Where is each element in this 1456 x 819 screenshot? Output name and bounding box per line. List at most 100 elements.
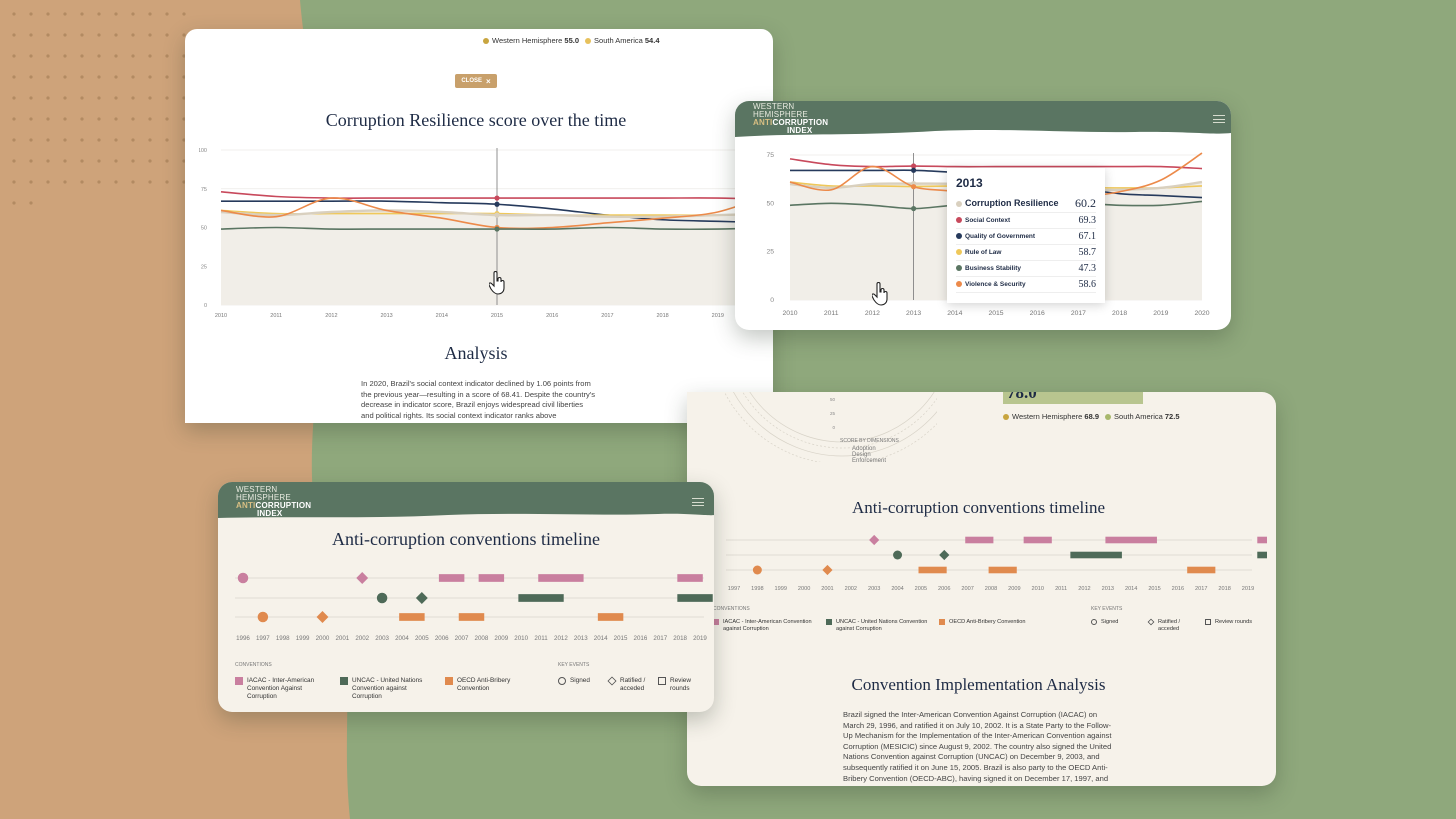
year-label: 2004 [395, 635, 409, 642]
score-box [1003, 392, 1143, 404]
year-label: 2005 [415, 635, 429, 642]
header-torn-edge [735, 130, 1231, 141]
review-round-bar [1105, 536, 1157, 544]
convention-swatch [713, 619, 719, 625]
bg-dot [29, 180, 33, 184]
key-event-icon [1147, 618, 1155, 626]
bg-dot [12, 138, 16, 142]
year-label: 2018 [673, 635, 687, 642]
analysis-title: Analysis [444, 343, 508, 363]
legend-western-hemisphere: Western Hemisphere 55.0 [483, 36, 579, 45]
bg-dot [114, 54, 118, 58]
bg-dot [29, 138, 33, 142]
x-tick-label: 2014 [436, 313, 448, 319]
year-label: 2009 [494, 635, 508, 642]
key-event-item: Ratified / acceded [1147, 618, 1205, 633]
bg-dot [182, 96, 186, 100]
x-tick-label: 2014 [947, 310, 962, 317]
conventions-legend: CONVENTIONS IACAC - Inter-American Conven… [218, 662, 714, 706]
score-dims-legend: SCORE BY DIMENSIONS Adoption Design Enfo… [840, 438, 899, 464]
bg-dot [114, 33, 118, 37]
bg-dot [165, 138, 169, 142]
bg-dot [46, 117, 50, 121]
signed-marker [237, 572, 249, 584]
bg-dot [165, 159, 169, 163]
year-label: 2016 [1172, 586, 1184, 592]
bg-dot [148, 159, 152, 163]
bg-dot [12, 75, 16, 79]
menu-icon[interactable] [1213, 115, 1225, 123]
bg-dot [165, 96, 169, 100]
legend-western-hemisphere: Western Hemisphere 68.9 [1003, 412, 1099, 421]
tooltip-row-value: 67.1 [1078, 231, 1097, 242]
key-event-item: Signed [558, 677, 608, 685]
convention-name: UNCAC - United Nations Convention agains… [352, 677, 423, 700]
year-label: 2001 [335, 635, 349, 642]
bg-dot [97, 33, 101, 37]
x-tick-label: 2010 [215, 313, 227, 319]
key-event-name: Review rounds [670, 677, 691, 692]
bg-dot [29, 12, 33, 16]
hand-cursor-icon [872, 282, 888, 306]
hand-cursor-icon [489, 271, 505, 295]
x-tick-label: 2015 [491, 313, 503, 319]
convention-name: IACAC - Inter-American Convention agains… [723, 619, 812, 633]
bg-dot [46, 33, 50, 37]
year-label: 2008 [475, 635, 489, 642]
bg-dot [12, 180, 16, 184]
year-label: 1997 [256, 635, 270, 642]
x-tick-label: 2012 [865, 310, 880, 317]
year-label: 1999 [296, 635, 310, 642]
year-label: 2006 [435, 635, 449, 642]
year-label: 1998 [751, 586, 763, 592]
review-round-bar [1257, 551, 1267, 559]
score-chart-card: Western Hemisphere 55.0 South America 54… [185, 29, 773, 423]
bg-dot [97, 75, 101, 79]
top-legend: Western Hemisphere 55.0 South America 54… [483, 36, 660, 45]
key-event-icon [658, 677, 666, 685]
conventions-timeline[interactable]: 1996 1997 1998 1999 2000 2001 2002 2003 2004 2005… [218, 568, 714, 644]
year-label: 2003 [868, 586, 880, 592]
bg-dot [131, 54, 135, 58]
year-label: 1996 [236, 635, 250, 642]
menu-icon[interactable] [692, 498, 704, 506]
bg-dot [148, 33, 152, 37]
bg-dot [80, 138, 84, 142]
convention-legend-item: UNCAC - United Nations Convention agains… [826, 619, 929, 633]
bg-dot [148, 12, 152, 16]
series-line-social [789, 158, 1203, 170]
implementation-text: Brazil signed the Inter-American Convent… [843, 710, 1112, 783]
ratified-marker [869, 534, 880, 546]
convention-swatch [939, 619, 945, 625]
x-tick-label: 2018 [656, 313, 668, 319]
bg-dot [165, 75, 169, 79]
bg-dot [29, 54, 33, 58]
gauge-ring [733, 392, 937, 457]
review-round-bar [965, 536, 994, 544]
bg-dot [63, 75, 67, 79]
y-tick-label: 75 [766, 152, 774, 159]
x-tick-label: 2020 [1194, 310, 1209, 317]
convention-legend-item: OECD Anti-Bribery Convention [939, 619, 1042, 626]
convention-swatch [235, 677, 243, 685]
review-round-bar [1257, 536, 1267, 544]
conventions-timeline[interactable]: 1997 1998 1999 2000 2001 2002 2003 2004 2005 2006… [687, 530, 1267, 596]
score-legend: Western Hemisphere 68.9 South America 72… [1003, 412, 1180, 421]
year-label: 2012 [554, 635, 568, 642]
convention-legend-item: UNCAC - United Nations Convention agains… [340, 677, 435, 701]
signed-marker [376, 592, 388, 604]
year-label: 2014 [1125, 586, 1137, 592]
bg-dot [80, 54, 84, 58]
review-round-bar [458, 613, 485, 621]
chart-title: Corruption Resilience score over the tim… [325, 110, 627, 130]
bg-dot [80, 12, 84, 16]
bg-dot [12, 96, 16, 100]
series-swatch [956, 281, 962, 287]
timeline-card: WESTERN HEMISPHERE ANTICORRUPTION INDEX … [218, 482, 714, 712]
bg-dot [131, 96, 135, 100]
bg-dot [131, 159, 135, 163]
bg-dot [80, 180, 84, 184]
bg-dot [29, 75, 33, 79]
score-line-chart[interactable]: 0 25 50 75 100 2010 2011 2012 2013 2014 2015 2016 20… [199, 145, 773, 325]
close-button[interactable]: CLOSE × [455, 74, 497, 88]
